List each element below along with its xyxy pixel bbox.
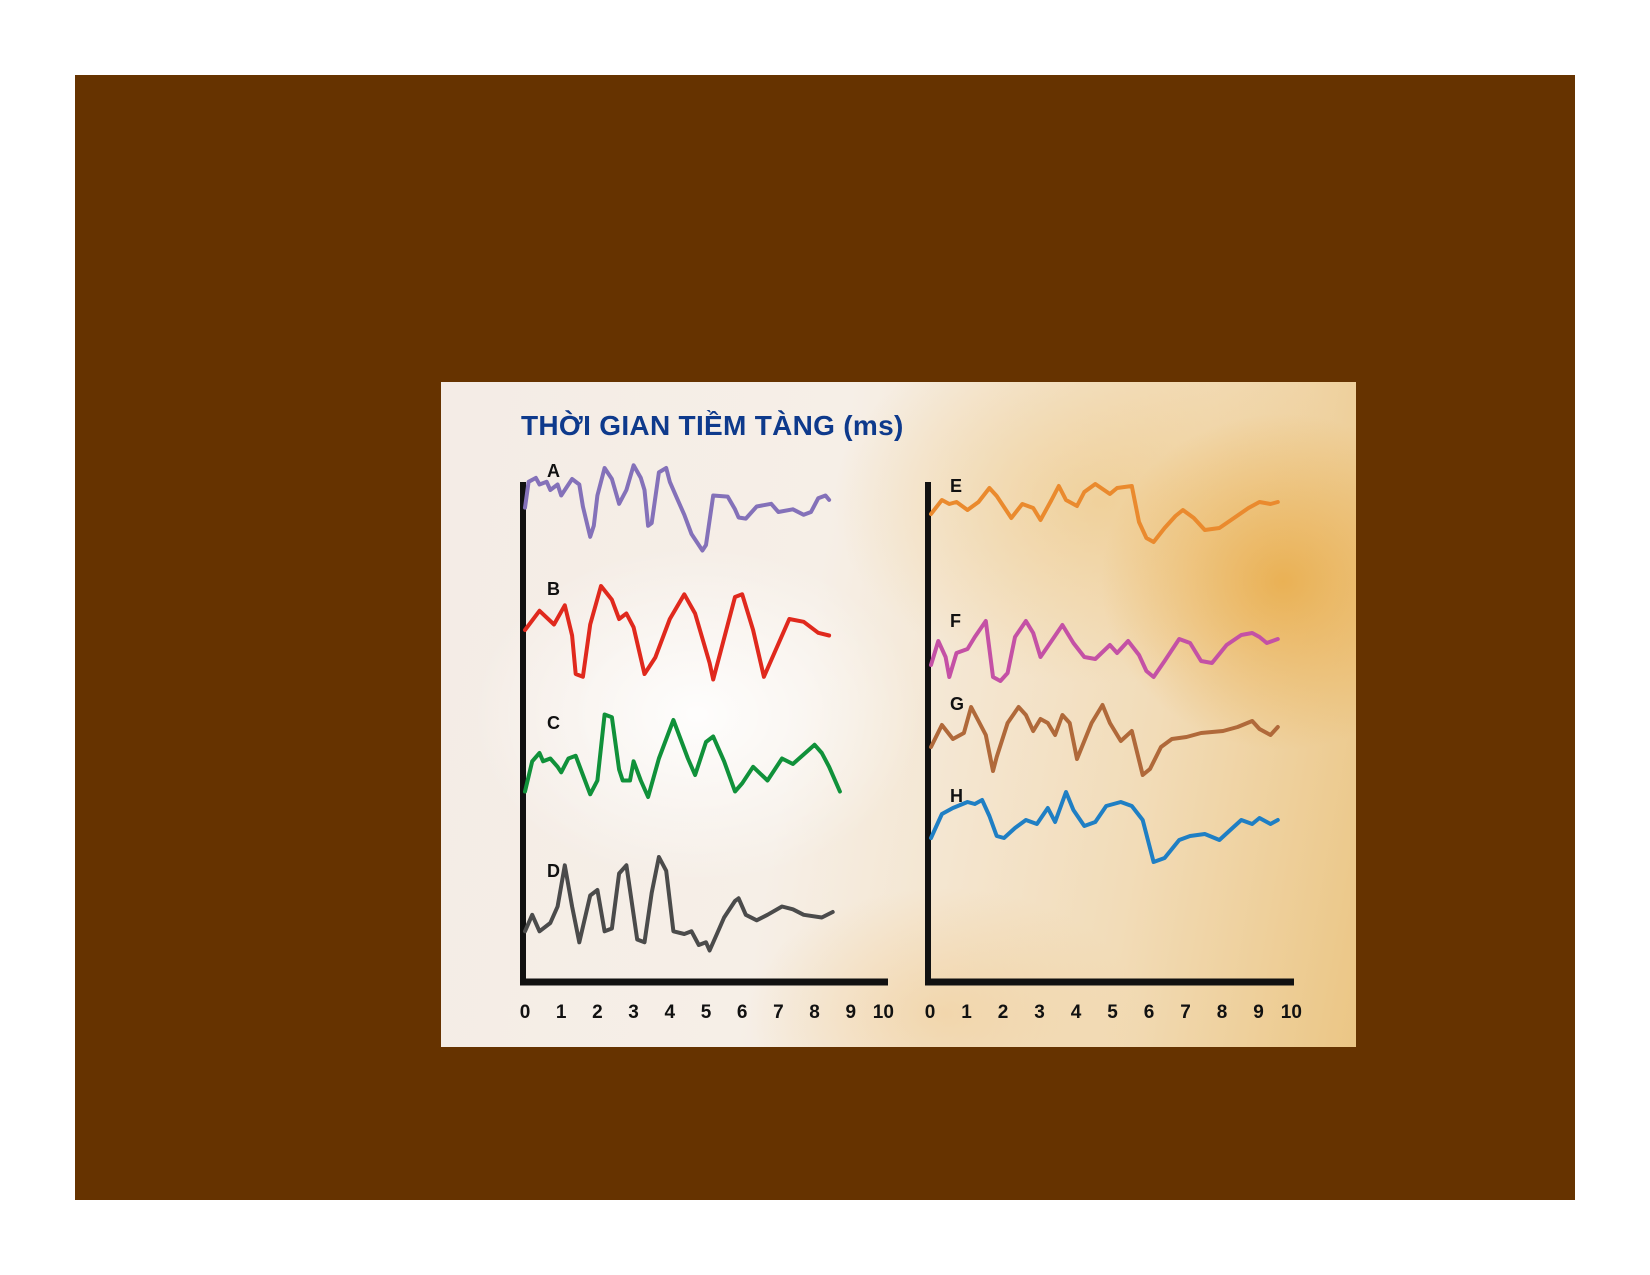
chart-title: THỜI GIAN TIỀM TÀNG (ms) [521,410,904,441]
series-label-f: F [950,611,961,631]
x-tick-label: 9 [846,1002,857,1023]
series-label-d: D [547,861,560,881]
series-label-c: C [547,713,560,733]
series-line-g [929,703,1280,777]
x-tick-label: 7 [773,1002,784,1023]
series-label-e: E [950,476,962,496]
x-tick-label: 7 [1180,1002,1191,1023]
series-line-a [523,463,832,553]
series-line-b [523,584,832,682]
series-line-e [929,482,1280,544]
panel-2: 0 1 2 3 4 5 6 7 8 9 10 E F G H [925,476,1302,1023]
slide-background: 0 1 2 3 4 5 6 7 8 9 10 A B C D 0 1 2 3 4 5 6 7 8 9 10 E F G H THỜI GI… [75,75,1575,1200]
series-label-b: B [547,579,560,599]
x-tick-label: 10 [1281,1002,1302,1023]
x-tick-label: 6 [1144,1002,1155,1023]
x-tick-label: 4 [1071,1002,1082,1023]
series-line-d [523,855,835,953]
series-label-a: A [547,461,560,481]
x-tick-label: 0 [520,1002,531,1023]
x-tick-label: 0 [925,1002,936,1023]
x-tick-label: 5 [1107,1002,1118,1023]
x-tick-label: 8 [1217,1002,1228,1023]
series-label-g: G [950,694,964,714]
x-tick-label: 1 [556,1002,567,1023]
x-tick-label: 9 [1253,1002,1264,1023]
series-label-h: H [950,786,963,806]
x-tick-label: 2 [592,1002,603,1023]
panel-1: 0 1 2 3 4 5 6 7 8 9 10 A B C D [520,461,894,1023]
x-tick-label: 2 [998,1002,1009,1023]
chart-panel: 0 1 2 3 4 5 6 7 8 9 10 A B C D 0 1 2 3 4 5 6 7 8 9 10 E F G H THỜI GI… [441,382,1356,1047]
series-line-h [929,790,1280,864]
x-tick-label: 5 [701,1002,712,1023]
chart-svg: 0 1 2 3 4 5 6 7 8 9 10 A B C D 0 1 2 3 4 5 6 7 8 9 10 E F G H [520,461,1302,1023]
x-tick-label: 3 [1034,1002,1045,1023]
x-tick-label: 4 [665,1002,676,1023]
x-tick-label: 1 [961,1002,972,1023]
series-line-c [523,712,842,799]
x-tick-label: 10 [873,1002,894,1023]
x-tick-label: 6 [737,1002,748,1023]
series-line-f [929,619,1280,683]
x-tick-label: 8 [809,1002,820,1023]
x-tick-label: 3 [628,1002,639,1023]
